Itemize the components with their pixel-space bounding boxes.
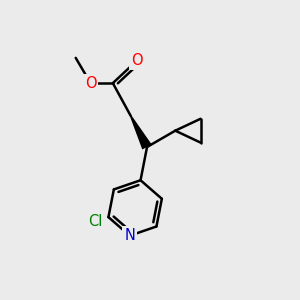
Polygon shape [130, 116, 152, 149]
Text: N: N [124, 228, 135, 243]
Text: Cl: Cl [88, 214, 103, 229]
Text: O: O [131, 53, 142, 68]
Text: O: O [85, 76, 96, 91]
